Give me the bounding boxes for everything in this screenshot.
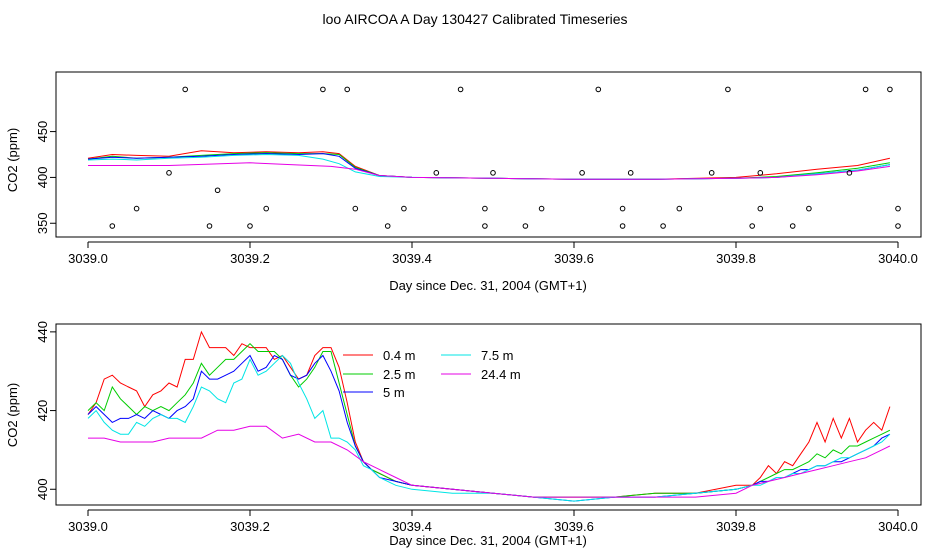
status-marker [895,205,901,212]
bottom-x-tick-label: 3039.0 [68,519,108,534]
status-marker [676,205,683,212]
top-x-tick-label: 3039.2 [230,251,270,266]
status-marker [344,86,351,93]
status-marker [263,205,270,212]
bottom-x-tick-label: 3039.2 [230,519,270,534]
status-marker [757,205,764,212]
status-marker [401,205,407,212]
bottom-panel: 3039.0 3039.2 3039.4 3039.6 3039.8 3040.0 400… [5,321,922,548]
status-marker [109,223,116,229]
top-series-5-m [87,153,890,180]
top-series-7-5-m [87,153,890,180]
top-x-axis: 3039.0 3039.2 3039.4 3039.6 3039.8 3040.0 [68,241,918,266]
status-marker [887,86,893,93]
top-y-tick-label: 450 [35,121,50,143]
bottom-series-0-4-m [87,330,891,498]
top-x-tick-label: 3039.8 [716,251,756,266]
status-marker [320,86,326,93]
status-marker [595,86,602,93]
status-marker [895,223,901,229]
top-series-24-4-m [88,162,890,180]
status-marker [806,205,812,212]
bottom-y-axis: 400 420 440 [35,321,57,500]
bottom-x-tick-label: 3039.6 [554,519,594,534]
legend: 0.4 m 2.5 m 5 m 7.5 m 24.4 m [343,348,521,400]
bottom-series-7-5-m [87,354,891,502]
status-marker [482,205,488,212]
status-marker [725,86,731,93]
status-marker [619,223,626,229]
bottom-series-2-5-m [87,343,891,498]
top-x-tick-label: 3039.4 [392,251,432,266]
status-marker [247,223,253,229]
top-y-tick-label: 400 [35,167,50,189]
legend-label-5-m: 5 m [383,385,405,400]
bottom-series-group [87,330,891,502]
status-marker [708,170,715,176]
status-marker [846,170,853,176]
status-marker [166,170,172,176]
bottom-series-5-m [87,354,891,502]
bottom-y-tick-label: 440 [35,321,50,343]
bottom-x-tick-label: 3040.0 [878,519,918,534]
top-plot-frame [55,71,922,238]
bottom-y-tick-label: 420 [35,400,50,422]
bottom-y-tick-label: 400 [35,478,50,500]
status-marker [522,223,529,229]
legend-label-0-4-m: 0.4 m [383,348,416,363]
status-marker [660,223,666,229]
status-marker [749,223,756,229]
bottom-x-tick-label: 3039.4 [392,519,432,534]
status-marker [862,86,869,93]
top-series-0-4-m [87,150,891,180]
legend-label-2-5-m: 2.5 m [383,367,416,382]
status-marker [490,170,496,176]
legend-label-24-4-m: 24.4 m [481,367,521,382]
top-y-axis: 350 400 450 [35,121,57,234]
status-marker [482,223,488,229]
bottom-series-24-4-m [88,425,891,498]
top-panel: 3039.0 3039.2 3039.4 3039.6 3039.8 3040.0 350… [5,71,922,293]
status-marker [384,223,391,229]
page-title: loo AIRCOA A Day 130427 Calibrated Times… [322,11,628,27]
status-marker [433,170,440,176]
status-marker [538,205,545,212]
status-marker [214,187,221,194]
bottom-x-tick-label: 3039.8 [716,519,756,534]
bottom-x-axis: 3039.0 3039.2 3039.4 3039.6 3039.8 3040.0 [68,509,918,534]
top-markers-group [109,86,901,229]
status-marker [579,170,585,176]
top-x-axis-label: Day since Dec. 31, 2004 (GMT+1) [389,278,587,293]
top-y-axis-label: CO2 (ppm) [5,128,20,192]
status-marker [789,223,796,229]
status-marker [182,86,188,93]
status-marker [619,205,626,212]
bottom-y-axis-label: CO2 (ppm) [5,383,20,447]
top-series-group [87,150,891,180]
top-y-tick-label: 350 [35,212,50,234]
legend-label-7-5-m: 7.5 m [481,348,514,363]
top-x-tick-label: 3040.0 [878,251,918,266]
status-marker [133,205,140,212]
status-marker [627,170,634,176]
status-marker [757,170,764,176]
status-marker [457,86,464,93]
status-marker [352,205,359,212]
top-x-tick-label: 3039.0 [68,251,108,266]
bottom-x-axis-label: Day since Dec. 31, 2004 (GMT+1) [389,533,587,548]
top-x-tick-label: 3039.6 [554,251,594,266]
status-marker [206,223,213,229]
